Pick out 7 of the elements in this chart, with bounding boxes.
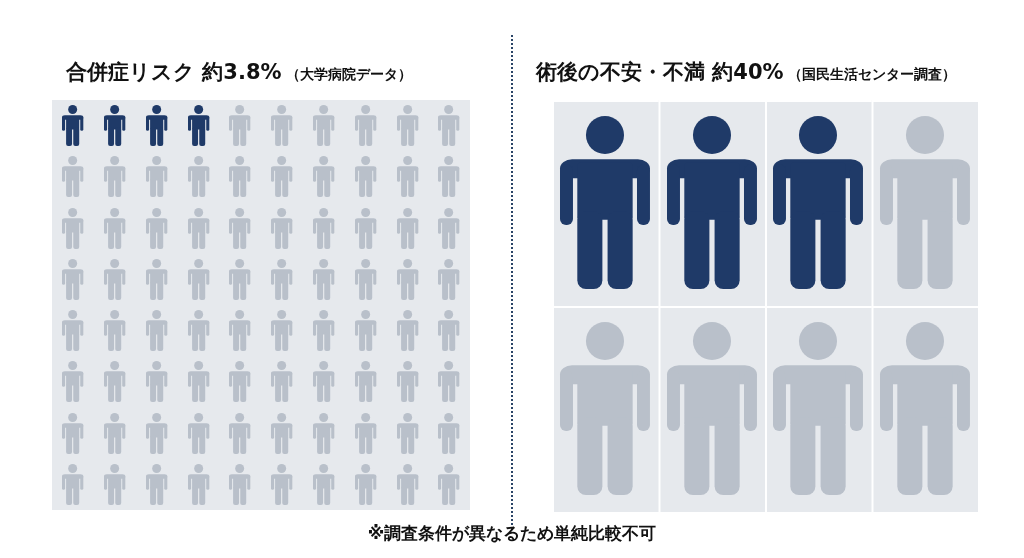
data-label: 約3.8% xyxy=(200,60,282,84)
text: 術後の不安・不満 xyxy=(536,60,705,84)
text: （国民生活センター調査） xyxy=(787,66,957,82)
text: （大学病院データ） xyxy=(285,66,413,82)
text: ※調査条件が異なるため単純比較不可 xyxy=(366,522,658,545)
text: 合併症リスク xyxy=(66,60,195,84)
data-label: 約40% xyxy=(710,60,784,84)
